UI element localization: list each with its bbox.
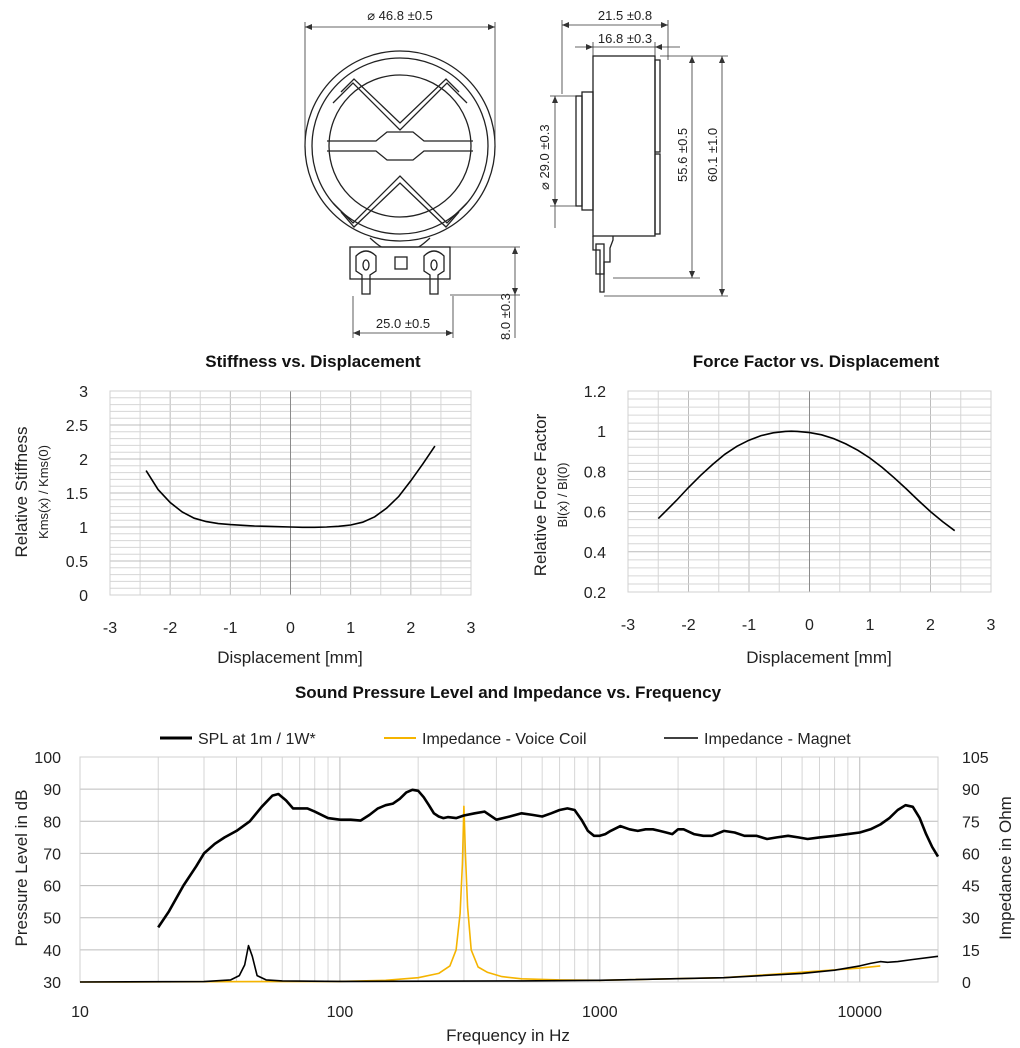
y-right-tick-label: 90 bbox=[962, 782, 980, 799]
force-factor-lines bbox=[657, 430, 956, 532]
y-right-tick-label: 0 bbox=[962, 975, 971, 992]
stiffness-y-sublabel: Kms(x) / Kms(0) bbox=[36, 445, 51, 539]
y-right-tick-label: 15 bbox=[962, 943, 980, 960]
x-tick-label: 0 bbox=[805, 617, 814, 634]
x-tick-label: -2 bbox=[681, 617, 695, 634]
spl-lines bbox=[79, 788, 940, 983]
y-tick-label: 100 bbox=[34, 750, 61, 767]
x-tick-label: -1 bbox=[223, 620, 237, 637]
x-tick-label: 100 bbox=[327, 1004, 354, 1021]
plot-frame bbox=[627, 390, 992, 593]
stiffness-grid bbox=[109, 390, 472, 596]
y-tick-label: 30 bbox=[43, 975, 61, 992]
y-right-tick-label: 30 bbox=[962, 911, 980, 928]
y-tick-label: 1 bbox=[79, 520, 88, 537]
spl-x-ticks: 10 100 1000 10000 bbox=[71, 1004, 882, 1021]
y-tick-label: 1 bbox=[597, 424, 606, 441]
y-tick-label: 90 bbox=[43, 782, 61, 799]
x-tick-label: 2 bbox=[406, 620, 415, 637]
force-factor-grid bbox=[627, 390, 992, 593]
x-tick-label: -2 bbox=[163, 620, 177, 637]
force-factor-y-label: Relative Force Factor bbox=[531, 413, 550, 576]
spl-x-label: Frequency in Hz bbox=[446, 1026, 570, 1045]
y-tick-label: 70 bbox=[43, 846, 61, 863]
force-factor-y-sublabel: Bl(x) / Bl(0) bbox=[555, 463, 570, 528]
force-factor-chart: Force Factor vs. Displacement -3 -2 -1 0 1 2 3… bbox=[531, 352, 996, 667]
y-tick-label: 40 bbox=[43, 943, 61, 960]
y-tick-label: 0.4 bbox=[584, 545, 606, 562]
stiffness-chart: Stiffness vs. Displacement -3 -2 -1 0 1 2 3 00… bbox=[12, 352, 476, 667]
plot-frame bbox=[109, 390, 472, 596]
force-factor-chart-title: Force Factor vs. Displacement bbox=[693, 352, 940, 371]
x-tick-label: -1 bbox=[742, 617, 756, 634]
stiffness-x-ticks: -3 -2 -1 0 1 2 3 bbox=[103, 620, 476, 637]
x-tick-label: 0 bbox=[286, 620, 295, 637]
dim-depth-body: 16.8 ±0.3 bbox=[598, 31, 652, 46]
dim-front-diameter: ⌀ 46.8 ±0.5 bbox=[367, 8, 433, 23]
x-tick-label: -3 bbox=[103, 620, 117, 637]
stiffness-y-label: Relative Stiffness bbox=[12, 426, 31, 557]
y-tick-label: 1.2 bbox=[584, 384, 606, 401]
force-factor-y-ticks: 0.2 0.4 0.6 0.8 1 1.2 bbox=[584, 384, 606, 602]
dim-magnet-diameter: ⌀ 29.0 ±0.3 bbox=[537, 124, 552, 190]
series-line-1 bbox=[79, 805, 881, 983]
x-tick-label: 3 bbox=[467, 620, 476, 637]
y-tick-label: 0 bbox=[79, 588, 88, 605]
stiffness-lines bbox=[145, 445, 436, 529]
spl-chart-title: Sound Pressure Level and Impedance vs. F… bbox=[295, 683, 722, 702]
x-tick-label: 10000 bbox=[838, 1004, 883, 1021]
y-tick-label: 2.5 bbox=[66, 418, 88, 435]
series-line-2 bbox=[79, 944, 939, 983]
spl-impedance-chart: Sound Pressure Level and Impedance vs. F… bbox=[12, 683, 1015, 1045]
technical-drawing: ⌀ 46.8 ±0.5 25.0 ±0.5 8.0 ±0.3 bbox=[304, 8, 728, 340]
series-line-0 bbox=[157, 788, 940, 929]
y-tick-label: 80 bbox=[43, 814, 61, 831]
side-view: 21.5 ±0.8 16.8 ±0.3 ⌀ 29.0 ±0.3 bbox=[537, 8, 728, 297]
dim-height-total: 60.1 ±1.0 bbox=[705, 128, 720, 182]
spl-grid bbox=[79, 756, 939, 983]
impedance-y-ticks: 0 15 30 45 60 75 90 105 bbox=[962, 750, 989, 992]
y-right-tick-label: 75 bbox=[962, 814, 980, 831]
y-tick-label: 1.5 bbox=[66, 486, 88, 503]
dim-height-body: 55.6 ±0.5 bbox=[675, 128, 690, 182]
impedance-y-label: Impedance in Ohm bbox=[996, 796, 1015, 940]
stiffness-x-label: Displacement [mm] bbox=[217, 648, 362, 667]
dim-depth-total: 21.5 ±0.8 bbox=[598, 8, 652, 23]
legend-label-spl: SPL at 1m / 1W* bbox=[198, 731, 316, 748]
x-tick-label: -3 bbox=[621, 617, 635, 634]
stiffness-y-ticks: 0 0.5 1 1.5 2 2.5 3 bbox=[66, 384, 88, 605]
dim-terminal-height: 8.0 ±0.3 bbox=[498, 293, 513, 340]
x-tick-label: 10 bbox=[71, 1004, 89, 1021]
y-tick-label: 2 bbox=[79, 452, 88, 469]
y-tick-label: 60 bbox=[43, 879, 61, 896]
x-tick-label: 1 bbox=[346, 620, 355, 637]
series-line bbox=[145, 445, 436, 529]
y-right-tick-label: 45 bbox=[962, 879, 980, 896]
y-right-tick-label: 105 bbox=[962, 750, 989, 767]
spl-y-ticks: 30 40 50 60 70 80 90 100 bbox=[34, 750, 61, 992]
plot-frame bbox=[79, 756, 939, 983]
y-tick-label: 0.5 bbox=[66, 554, 88, 571]
y-right-tick-label: 60 bbox=[962, 846, 980, 863]
x-tick-label: 2 bbox=[926, 617, 935, 634]
stiffness-chart-title: Stiffness vs. Displacement bbox=[205, 352, 421, 371]
y-tick-label: 0.6 bbox=[584, 505, 606, 522]
y-tick-label: 50 bbox=[43, 911, 61, 928]
legend-label-impedance-magnet: Impedance - Magnet bbox=[704, 731, 851, 748]
y-tick-label: 0.8 bbox=[584, 464, 606, 481]
x-tick-label: 1 bbox=[866, 617, 875, 634]
legend: SPL at 1m / 1W* Impedance - Voice Coil I… bbox=[160, 731, 851, 748]
force-factor-x-ticks: -3 -2 -1 0 1 2 3 bbox=[621, 617, 996, 634]
series-line bbox=[657, 430, 956, 532]
force-factor-x-label: Displacement [mm] bbox=[746, 648, 891, 667]
y-tick-label: 0.2 bbox=[584, 585, 606, 602]
x-tick-label: 3 bbox=[987, 617, 996, 634]
spl-y-label: Pressure Level in dB bbox=[12, 790, 31, 947]
dim-terminal-spacing: 25.0 ±0.5 bbox=[376, 316, 430, 331]
y-tick-label: 3 bbox=[79, 384, 88, 401]
legend-label-impedance-voice-coil: Impedance - Voice Coil bbox=[422, 731, 587, 748]
front-view: ⌀ 46.8 ±0.5 25.0 ±0.5 8.0 ±0.3 bbox=[304, 8, 520, 340]
x-tick-label: 1000 bbox=[582, 1004, 618, 1021]
